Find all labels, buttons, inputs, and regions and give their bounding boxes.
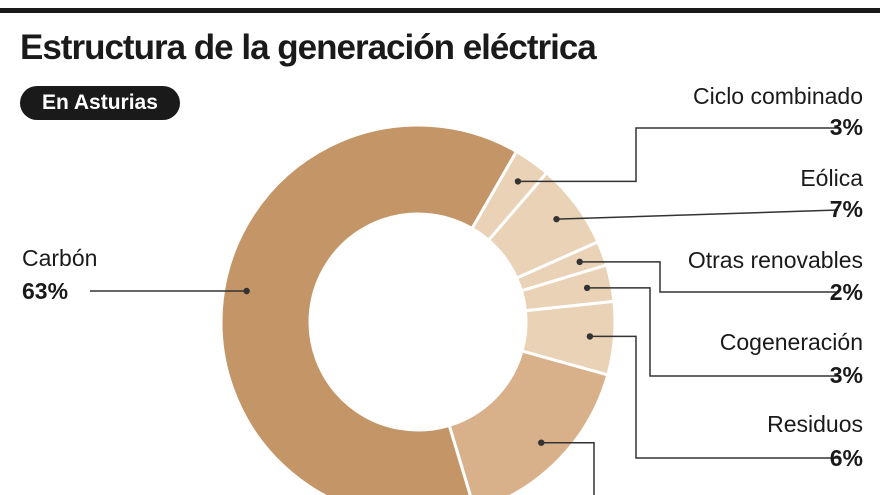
leader-ciclo-combinado: [517, 127, 838, 183]
label-carbon: Carbón: [22, 245, 97, 271]
label-cogeneracion: Cogeneración: [720, 329, 863, 355]
value-otras-renovables: 2%: [830, 279, 863, 305]
label-eolica: Eólica: [800, 165, 863, 191]
leader-otras-renovables: [579, 261, 838, 293]
leader-dot-eolica: [553, 215, 560, 223]
leader-dot-carbon: [243, 287, 250, 295]
donut-slices: [219, 123, 617, 495]
value-residuos: 6%: [830, 445, 863, 471]
leader-dot-residuos: [586, 333, 594, 340]
leader-dot-slice-6: [538, 439, 545, 446]
leader-dot-ciclo-combinado: [514, 178, 522, 185]
leader-eolica: [556, 209, 839, 220]
value-ciclo-combinado: 3%: [830, 114, 863, 140]
value-eolica: 7%: [830, 196, 863, 222]
label-otras-renovables: Otras renovables: [688, 247, 863, 273]
leader-cogeneracion: [587, 287, 838, 377]
label-residuos: Residuos: [767, 411, 863, 437]
slice-otros: [447, 349, 610, 495]
leader-dot-cogeneracion: [583, 284, 591, 292]
value-cogeneracion: 3%: [830, 362, 863, 388]
leader-residuos: [589, 335, 838, 459]
leader-slice-6: [541, 441, 595, 495]
slice-carbon: [219, 123, 519, 495]
top-rule: [0, 8, 880, 13]
region-badge: En Asturias: [20, 86, 180, 120]
leader-dot-otras-renovables: [576, 258, 583, 266]
leader-lines: [90, 127, 839, 495]
label-ciclo-combinado: Ciclo combinado: [693, 83, 863, 109]
chart-title: Estructura de la generación eléctrica: [20, 28, 597, 67]
value-carbon: 63%: [22, 278, 68, 304]
